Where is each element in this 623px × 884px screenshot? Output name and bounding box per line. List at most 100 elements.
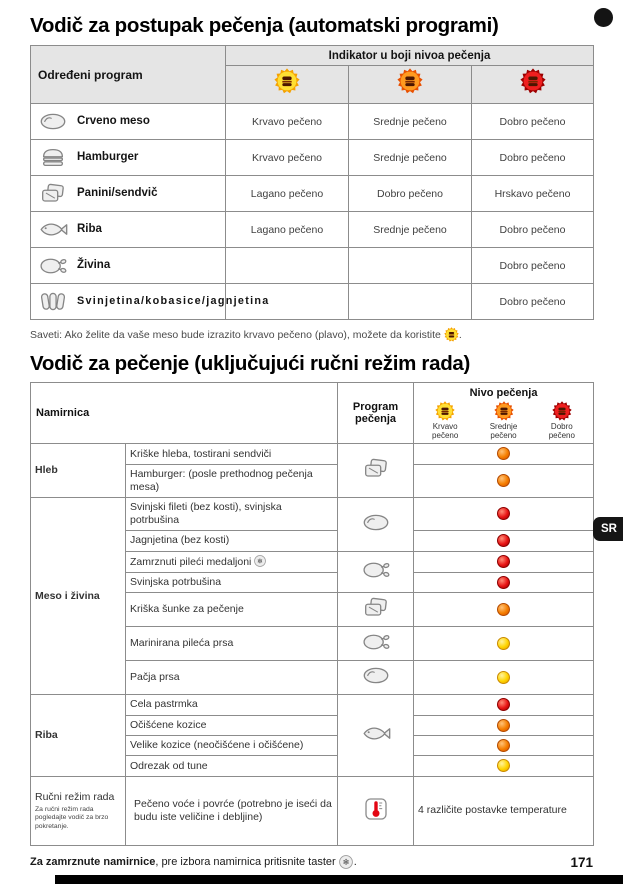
- food-cell: Svinjski fileti (bez kosti), svinjska po…: [124, 497, 339, 532]
- frozen-food-note-bold: Za zamrznute namirnice: [30, 856, 156, 869]
- food-row: Riba Cela pastrmka: [30, 694, 595, 777]
- level-cell: Dobro pečeno: [470, 139, 595, 176]
- level-red-icon: [519, 68, 546, 94]
- level-column-header: Dobro pečeno: [533, 401, 591, 440]
- panini-icon: [38, 183, 68, 204]
- panini-icon: [361, 458, 391, 479]
- food-cell: Cela pastrmka: [124, 694, 339, 716]
- food-row: Odrezak od tune: [31, 755, 595, 777]
- level-dot-orange: [497, 739, 511, 753]
- food-row: Svinjska potrbušina: [31, 571, 595, 594]
- level-icon-cell: [225, 65, 349, 104]
- snowflake-icon: ❄: [336, 855, 354, 870]
- food-row: Kriška šunke za pečenje: [31, 592, 595, 628]
- program-cell: Svinjetina/kobasice/jagnjetina: [30, 283, 268, 320]
- level-cell: [225, 247, 349, 284]
- panini-icon: [361, 597, 391, 618]
- poultry-icon: [361, 631, 391, 652]
- food-row: Pačja prsa: [31, 660, 595, 696]
- level-dot-yellow: [497, 671, 511, 685]
- frozen-food-note-period: .: [353, 856, 357, 869]
- level-column-header: Krvavo pečeno: [416, 401, 474, 440]
- level-dot-red: [497, 575, 511, 589]
- level-yellow-icon: [435, 401, 455, 421]
- level-cell: [348, 283, 472, 320]
- level-dot-red: [497, 534, 511, 548]
- food-cell: Velike kozice (neočišćene i očišćene): [124, 735, 339, 757]
- hamburger-icon: [38, 147, 68, 168]
- poultry-icon: [361, 559, 391, 580]
- level-header-title: Nivo pečenja: [469, 387, 538, 399]
- auto-program-row: Hamburger Krvavo pečeno Srednje pečeno Dobr…: [30, 139, 595, 176]
- program-name: Svinjetina/kobasice/jagnjetina: [77, 295, 270, 308]
- level-cell: [225, 283, 349, 320]
- level-cell: Dobro pečeno: [348, 175, 472, 212]
- level-cell: Srednje pečeno: [348, 103, 472, 140]
- level-cell: Hrskavo pečeno: [470, 175, 595, 212]
- level-cell: Krvavo pečeno: [225, 139, 349, 176]
- page-title-auto-programs: Vodič za postupak pečenja (automatski pr…: [30, 14, 499, 37]
- level-orange-icon: [397, 68, 423, 94]
- svg-text:❄: ❄: [257, 557, 263, 565]
- cooking-guide-table: Namirnica Program pečenja Nivo pečenja K…: [29, 381, 595, 846]
- sausage-icon: [38, 291, 68, 312]
- level-cell: Dobro pečeno: [470, 103, 595, 140]
- page-title-cooking-guide: Vodič za pečenje (uključujući ručni reži…: [30, 352, 471, 375]
- auto-program-row: Panini/sendvič Lagano pečeno Dobro pečeno H…: [30, 175, 595, 212]
- group-label: Riba: [35, 728, 58, 741]
- level-label: Srednje pečeno: [489, 422, 518, 441]
- program-icon-cell: [337, 550, 415, 594]
- level-dot-cell: [413, 626, 595, 662]
- level-dot-yellow: [497, 637, 511, 651]
- level-cell: Dobro pečeno: [470, 211, 595, 248]
- steak-icon: [361, 665, 391, 686]
- food-cell: Kriška šunke za pečenje: [124, 592, 339, 628]
- level-dot-yellow: [497, 759, 511, 773]
- group-label: Hleb: [35, 464, 58, 477]
- level-yellow-icon: [274, 68, 300, 94]
- fish-icon: [38, 219, 68, 240]
- level-dot-cell: [413, 735, 595, 757]
- level-dot-cell: [413, 592, 595, 628]
- level-dot-cell: [413, 714, 595, 737]
- poultry-icon: [38, 255, 68, 276]
- level-cell: [348, 247, 472, 284]
- level-cell: Lagano pečeno: [225, 175, 349, 212]
- program-icon-cell: [337, 626, 415, 662]
- group-cell: Riba: [30, 694, 126, 777]
- column-header-indicator: Indikator u boji nivoa pečenja: [224, 45, 595, 66]
- food-row: Zamrznuti pileći medaljoni ❄: [31, 550, 595, 594]
- food-cell: Kriške hleba, tostirani sendviči: [124, 443, 339, 465]
- food-cell: Pečeno voće i povrće (potrebno je iseći …: [124, 775, 339, 846]
- program-name: Hamburger: [77, 150, 139, 163]
- frozen-food-note-rest: , pre izbora namirnica pritisnite taster: [155, 856, 336, 869]
- page-number: 171: [570, 854, 593, 870]
- page-footer: Za zamrznute namirnice, pre izbora namir…: [30, 855, 593, 870]
- level-cell: Srednje pečeno: [348, 211, 472, 248]
- language-tab: SR: [593, 517, 623, 541]
- page-corner-mark: [594, 8, 613, 27]
- program-icon-cell: [337, 497, 415, 552]
- group-cell: Hleb: [30, 443, 126, 499]
- level-icon-cell: [470, 65, 595, 104]
- level-dot-orange: [497, 718, 511, 732]
- level-dot-orange: [497, 474, 511, 488]
- food-row: Ručni režim rada Za ručni režim rada pogl…: [30, 775, 595, 846]
- food-cell: Jagnjetina (bez kosti): [124, 530, 339, 552]
- group-cell: Ručni režim rada Za ručni režim rada pogl…: [30, 775, 126, 846]
- food-cell: Marinirana pileća prsa: [124, 626, 339, 662]
- level-column-header: Srednje pečeno: [474, 401, 532, 440]
- food-row: Meso i živina Svinjski fileti (bez kosti)…: [30, 497, 595, 696]
- food-cell: Pačja prsa: [124, 660, 339, 696]
- column-header-food: Namirnica: [29, 381, 339, 445]
- auto-program-row: Crveno meso Krvavo pečeno Srednje pečeno Do…: [30, 103, 595, 140]
- group-note: Za ručni režim rada pogledajte vodič za …: [35, 805, 109, 830]
- level-label: Krvavo pečeno: [432, 422, 459, 441]
- food-row: Hleb Kriške hleba, tostirani sendviči: [30, 443, 595, 499]
- food-cell: Odrezak od tune: [124, 755, 339, 777]
- level-dot-cell: [413, 530, 595, 552]
- snowflake-icon: ❄: [254, 554, 267, 567]
- level-dot-cell: [413, 755, 595, 777]
- program-icon-cell: [337, 592, 415, 628]
- auto-program-row: Riba Lagano pečeno Srednje pečeno Dobro peč…: [30, 211, 595, 248]
